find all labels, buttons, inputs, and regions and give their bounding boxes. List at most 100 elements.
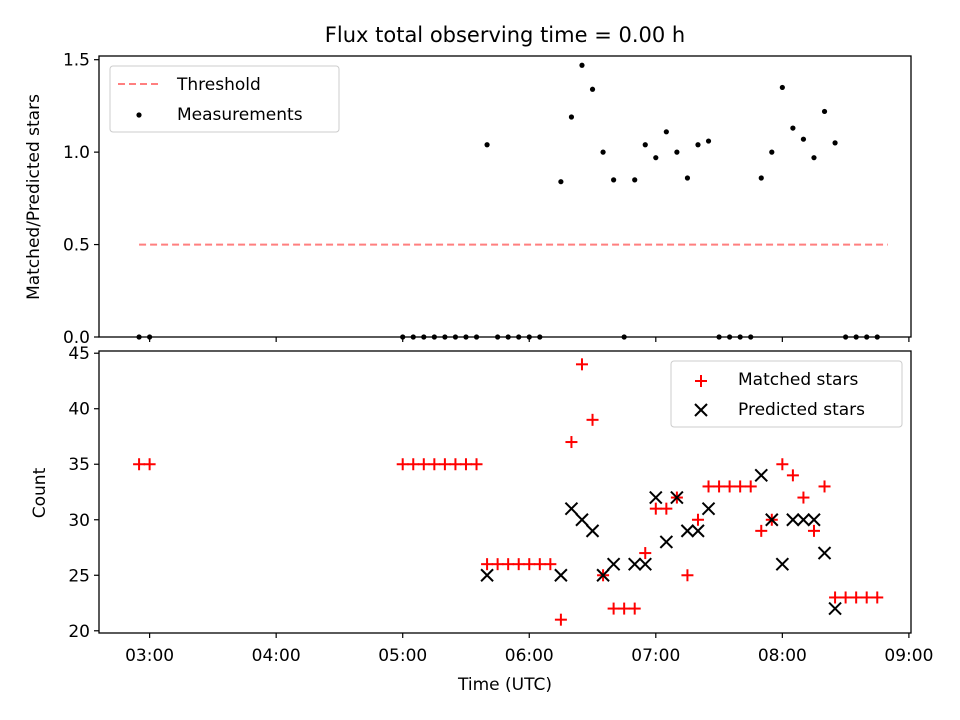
predicted-star-marker [638, 557, 652, 571]
legend-measurements-swatch [136, 112, 142, 118]
top-legend: Threshold Measurements [109, 65, 340, 133]
bottom-plot-area [133, 358, 884, 626]
bottom-x-axis-label: Time (UTC) [457, 675, 552, 695]
bottom-legend: Matched stars Predicted stars [670, 360, 903, 428]
measurement-point [558, 179, 564, 185]
x-tick-label: 07:00 [631, 646, 680, 666]
predicted-star-marker [701, 501, 716, 516]
measurement-point [579, 62, 585, 68]
matched-star-marker [734, 480, 747, 493]
legend-matched-swatch [695, 375, 707, 387]
measurement-point [632, 177, 638, 183]
x-tick-label: 06:00 [505, 646, 554, 666]
matched-star-marker [502, 558, 515, 571]
measurement-point [779, 84, 785, 91]
matched-star-marker [491, 558, 504, 571]
predicted-star-marker [765, 513, 779, 527]
measurement-point [611, 177, 617, 183]
measurement-point [642, 142, 648, 148]
matched-star-marker [512, 558, 525, 571]
measurement-point [800, 136, 807, 142]
bottom-axes: 03:00 04:00 05:00 06:00 07:00 08:00 09:00 20 25 3… [68, 344, 933, 666]
measurement-point [695, 142, 701, 148]
measurement-point [600, 149, 606, 155]
top-y-tick-label: 1.5 [63, 51, 90, 71]
predicted-star-marker [575, 513, 589, 527]
x-tick-label: 04:00 [252, 646, 301, 666]
predicted-star-marker [628, 557, 642, 571]
matched-star-marker [533, 558, 546, 571]
matched-star-marker [143, 458, 156, 471]
measurement-point [589, 86, 596, 92]
bottom-y-tick-label: 45 [68, 344, 90, 364]
matched-star-marker [660, 502, 673, 515]
top-y-tick-label: 1.0 [63, 143, 90, 163]
x-tick-label: 09:00 [884, 646, 933, 666]
matched-star-marker [554, 613, 567, 626]
measurement-point [832, 140, 838, 146]
matched-star-marker [407, 458, 420, 471]
bottom-y-tick-label: 40 [68, 400, 90, 420]
measurement-point [769, 149, 775, 155]
legend-measurements-label: Measurements [177, 105, 303, 125]
matched-star-marker [807, 524, 820, 537]
matched-star-marker [691, 513, 704, 526]
legend-predicted-swatch [694, 403, 708, 417]
predicted-star-marker [659, 535, 674, 549]
bottom-axes-frame [98, 350, 912, 634]
bottom-y-tick-label: 30 [68, 511, 90, 531]
matched-star-marker [860, 591, 873, 604]
top-axes: 0.0 0.5 1.0 1.5 [63, 51, 910, 348]
matched-star-marker [544, 558, 557, 571]
matched-star-marker [755, 524, 768, 537]
legend-matched-label: Matched stars [738, 370, 858, 390]
bottom-legend-box [670, 360, 903, 428]
top-y-axis-label: Matched/Predicted stars [24, 94, 44, 300]
matched-star-marker [396, 458, 409, 471]
x-tick-label: 05:00 [378, 646, 427, 666]
predicted-star-marker [564, 501, 579, 516]
matched-star-marker [829, 591, 842, 604]
measurement-point [568, 114, 575, 120]
predicted-star-marker [786, 513, 800, 527]
measurement-point [484, 142, 490, 148]
bottom-y-tick-label: 25 [68, 566, 90, 586]
matched-star-marker [723, 480, 736, 493]
matched-star-marker [744, 480, 757, 493]
matched-star-marker [417, 458, 430, 471]
matched-star-marker [565, 436, 578, 449]
predicted-star-marker [691, 524, 705, 538]
measurement-point [790, 125, 796, 131]
matched-star-marker [523, 558, 536, 571]
predicted-star-marker [554, 568, 568, 582]
matched-star-marker [649, 502, 662, 515]
predicted-star-marker [775, 557, 790, 571]
measurement-point [684, 175, 691, 181]
legend-predicted-label: Predicted stars [738, 400, 865, 420]
measurement-point [653, 155, 659, 161]
bottom-panel: 03:00 04:00 05:00 06:00 07:00 08:00 09:00 20 25 3… [30, 344, 933, 695]
matched-star-marker [607, 602, 620, 615]
matched-star-marker [438, 458, 451, 471]
matched-star-marker [797, 491, 810, 504]
top-axes-frame [98, 55, 912, 338]
matched-star-marker [575, 358, 588, 371]
legend-threshold-label: Threshold [176, 75, 261, 95]
bottom-y-tick-label: 20 [68, 622, 90, 642]
matched-star-marker [628, 602, 641, 615]
predicted-star-marker [596, 568, 610, 582]
predicted-star-marker [817, 546, 832, 560]
measurement-point [663, 129, 669, 135]
matched-star-marker [586, 413, 599, 426]
top-legend-box [109, 65, 340, 133]
measurement-point [758, 175, 764, 181]
measurement-point [705, 138, 712, 144]
matched-star-marker [459, 458, 472, 471]
measurement-point [821, 108, 828, 115]
matched-star-marker [871, 591, 884, 604]
predicted-star-marker [796, 513, 811, 527]
matched-star-marker [639, 547, 652, 560]
predicted-star-marker [828, 601, 842, 616]
matched-star-marker [449, 458, 462, 471]
